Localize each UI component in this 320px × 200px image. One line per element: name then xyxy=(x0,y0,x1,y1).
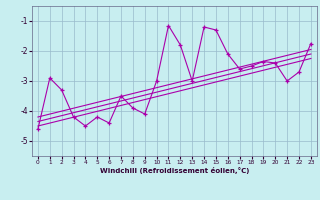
X-axis label: Windchill (Refroidissement éolien,°C): Windchill (Refroidissement éolien,°C) xyxy=(100,167,249,174)
